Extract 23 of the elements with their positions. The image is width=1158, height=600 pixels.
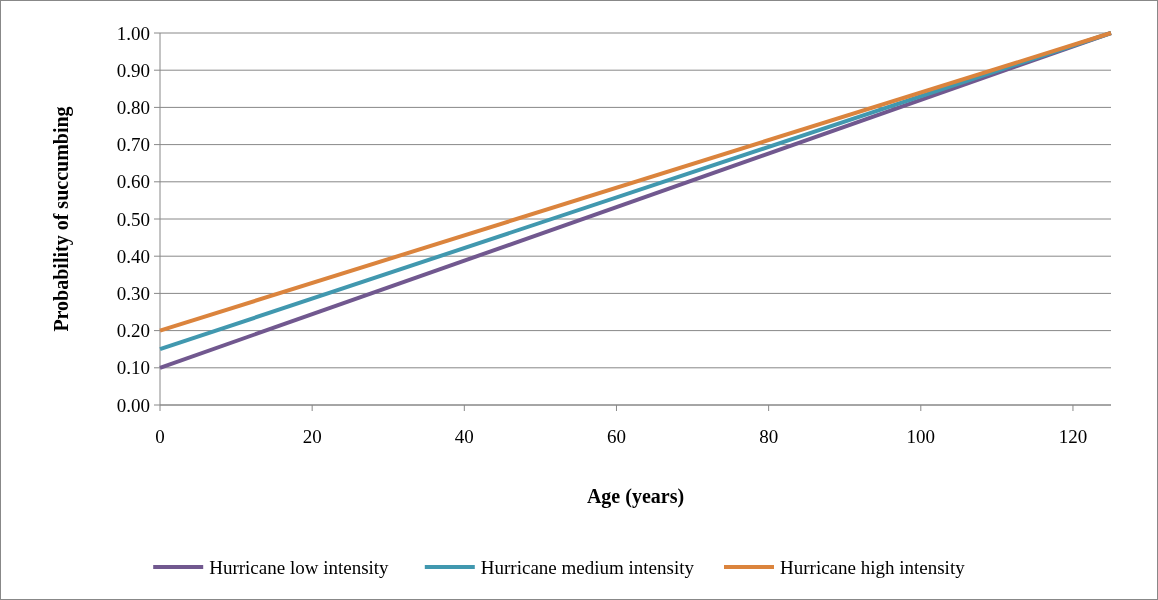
y-tick-label: 0.50 (116, 208, 150, 230)
y-tick-label: 0.80 (116, 97, 150, 119)
y-tick-label: 0.40 (116, 245, 150, 267)
x-tick-label: 80 (759, 426, 779, 447)
x-axis-title: Age (years) (586, 485, 685, 508)
y-tick-label: 0.30 (116, 283, 150, 305)
y-tick-label: 0.60 (116, 171, 150, 193)
y-tick-label: 0.90 (116, 59, 150, 81)
y-tick-label: 0.10 (116, 357, 150, 379)
x-tick-label: 120 (1058, 426, 1088, 447)
x-tick-label: 0 (155, 426, 165, 447)
x-tick-label: 40 (454, 426, 474, 447)
x-tick-label: 20 (302, 426, 322, 447)
y-tick-label: 0.00 (116, 394, 150, 416)
y-tick-label: 1.00 (116, 22, 150, 44)
legend-label: Hurricane low intensity (209, 556, 390, 578)
legend-label: Hurricane high intensity (780, 556, 966, 578)
y-axis-title: Probability of succumbing (50, 106, 73, 332)
legend-label: Hurricane medium intensity (480, 556, 695, 578)
x-tick-label: 100 (906, 426, 936, 447)
x-tick-label: 60 (606, 426, 626, 447)
y-tick-label: 0.70 (116, 134, 150, 156)
y-tick-label: 0.20 (116, 320, 150, 342)
